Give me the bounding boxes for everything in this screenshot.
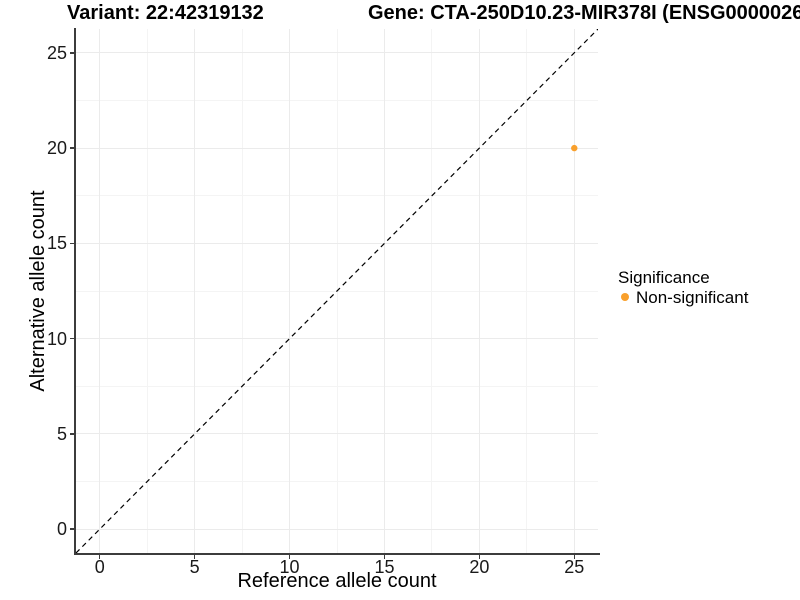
y-tick-label: 10 bbox=[46, 328, 67, 349]
plot-canvas bbox=[76, 29, 598, 553]
x-axis-tick bbox=[288, 555, 291, 559]
y-axis-title: Alternative allele count bbox=[27, 190, 49, 392]
gridline-x-major bbox=[99, 29, 101, 553]
y-axis-tick bbox=[70, 337, 74, 340]
x-tick-label: 5 bbox=[189, 557, 200, 577]
legend-item-label: Non-significant bbox=[636, 288, 749, 307]
y-axis-tick bbox=[70, 242, 74, 245]
identity-reference-line bbox=[76, 29, 598, 553]
y-axis-line bbox=[74, 28, 76, 555]
gridline-x-major bbox=[289, 29, 291, 553]
x-axis-line bbox=[74, 553, 600, 555]
x-axis-tick bbox=[478, 555, 481, 559]
y-tick-label: 25 bbox=[46, 42, 67, 63]
plot-title-gene: Gene: CTA-250D10.23-MIR378I (ENSG0000026… bbox=[368, 2, 800, 24]
y-axis-tick bbox=[70, 433, 74, 435]
x-axis-tick bbox=[573, 555, 576, 559]
legend-title: Significance bbox=[618, 268, 710, 287]
y-axis-tick bbox=[70, 147, 74, 149]
y-tick-label: 15 bbox=[46, 233, 67, 254]
data-point bbox=[571, 144, 578, 152]
y-axis-tick bbox=[70, 528, 74, 530]
gridline-y-minor bbox=[76, 99, 598, 101]
x-axis-title: Reference allele count bbox=[237, 570, 437, 592]
y-tick-label: 0 bbox=[56, 519, 67, 540]
gridline-x-major bbox=[478, 29, 480, 553]
gridline-y-major bbox=[76, 147, 598, 149]
gridline-y-major bbox=[76, 528, 598, 530]
x-tick-label: 0 bbox=[94, 557, 105, 577]
x-tick-label: 15 bbox=[374, 557, 395, 577]
y-axis-tick bbox=[70, 52, 74, 54]
gridline-y-major bbox=[76, 338, 598, 340]
plot-title-variant: Variant: 22:42319132 bbox=[67, 2, 264, 24]
gridline-x-major bbox=[194, 29, 196, 553]
x-tick-label: 10 bbox=[279, 557, 300, 577]
gridline-y-major bbox=[76, 242, 598, 244]
gridline-x-major bbox=[383, 29, 385, 553]
x-tick-label: 20 bbox=[469, 557, 490, 577]
plot-panel bbox=[76, 29, 598, 553]
gridline-y-minor bbox=[76, 385, 598, 387]
y-tick-label: 20 bbox=[46, 138, 67, 159]
gridline-y-major bbox=[76, 433, 598, 435]
gridline-x-major bbox=[573, 29, 575, 553]
legend-item-non-significant: Non-significant bbox=[612, 288, 798, 310]
x-axis-tick bbox=[383, 555, 386, 559]
gridline-y-major bbox=[76, 52, 598, 54]
gridline-y-minor bbox=[76, 481, 598, 483]
gridline-y-minor bbox=[76, 195, 598, 197]
x-axis-tick bbox=[98, 555, 101, 559]
x-tick-label: 25 bbox=[564, 557, 585, 577]
y-tick-label: 5 bbox=[56, 423, 67, 444]
legend-point-icon bbox=[621, 293, 629, 301]
x-axis-tick bbox=[193, 555, 196, 559]
